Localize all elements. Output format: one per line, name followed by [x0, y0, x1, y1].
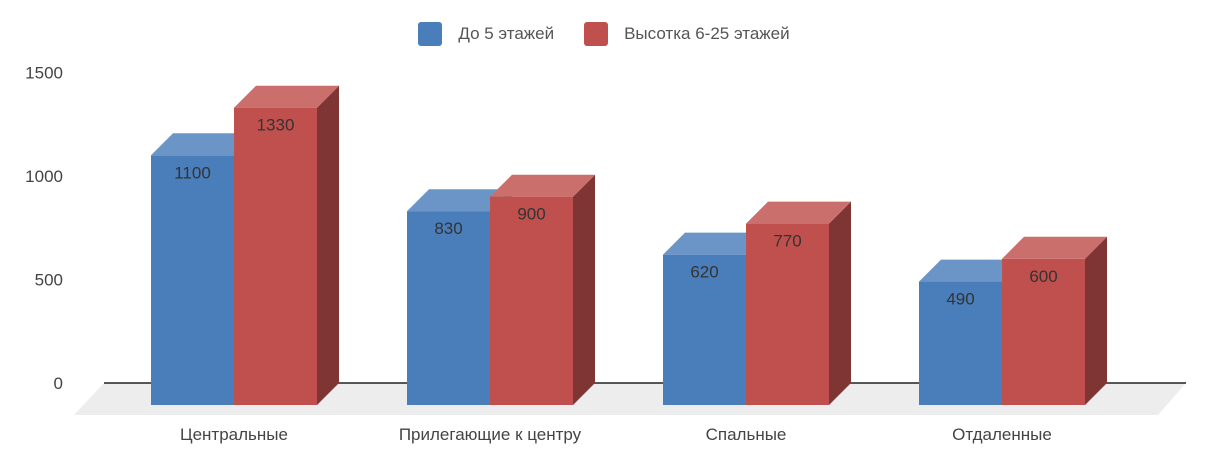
bar-side-face	[829, 201, 851, 405]
bar-front-face	[663, 254, 746, 405]
bar-top-face	[746, 201, 851, 224]
bar-top-face	[234, 85, 339, 108]
bar-front-face	[919, 281, 1002, 405]
bar-top-face	[919, 259, 1024, 282]
y-tick-label: 1000	[25, 167, 63, 186]
data-label: 490	[946, 290, 974, 309]
y-tick-label: 500	[35, 271, 63, 290]
bar-front-face	[490, 196, 573, 405]
bar-front-face	[407, 211, 490, 405]
bar-side-face	[317, 85, 339, 405]
x-tick-label: Отдаленные	[952, 425, 1052, 444]
bar-side-face	[573, 174, 595, 405]
data-label: 1330	[257, 116, 295, 135]
bar	[1002, 236, 1107, 405]
data-label: 600	[1029, 267, 1057, 286]
bar	[490, 174, 595, 405]
bar-top-face	[1002, 236, 1107, 259]
y-tick-label: 1500	[25, 64, 63, 83]
x-tick-label: Прилегающие к центру	[399, 425, 582, 444]
data-label: 620	[690, 263, 718, 282]
bar-top-face	[490, 174, 595, 197]
data-label: 830	[434, 219, 462, 238]
bar-front-face	[151, 155, 234, 405]
x-tick-label: Центральные	[180, 425, 288, 444]
data-label: 900	[517, 205, 545, 224]
x-tick-label: Спальные	[706, 425, 787, 444]
bar	[746, 201, 851, 405]
chart-floor	[74, 383, 1186, 415]
bar-top-face	[151, 133, 256, 156]
bar	[234, 85, 339, 405]
y-tick-label: 0	[54, 374, 63, 393]
bar-top-face	[407, 189, 512, 212]
bar-side-face	[1085, 236, 1107, 405]
bar-front-face	[746, 223, 829, 405]
data-label: 1100	[174, 163, 211, 182]
bar-top-face	[663, 232, 768, 255]
bar-front-face	[234, 107, 317, 405]
data-label: 770	[773, 232, 801, 251]
bar-front-face	[1002, 258, 1085, 405]
